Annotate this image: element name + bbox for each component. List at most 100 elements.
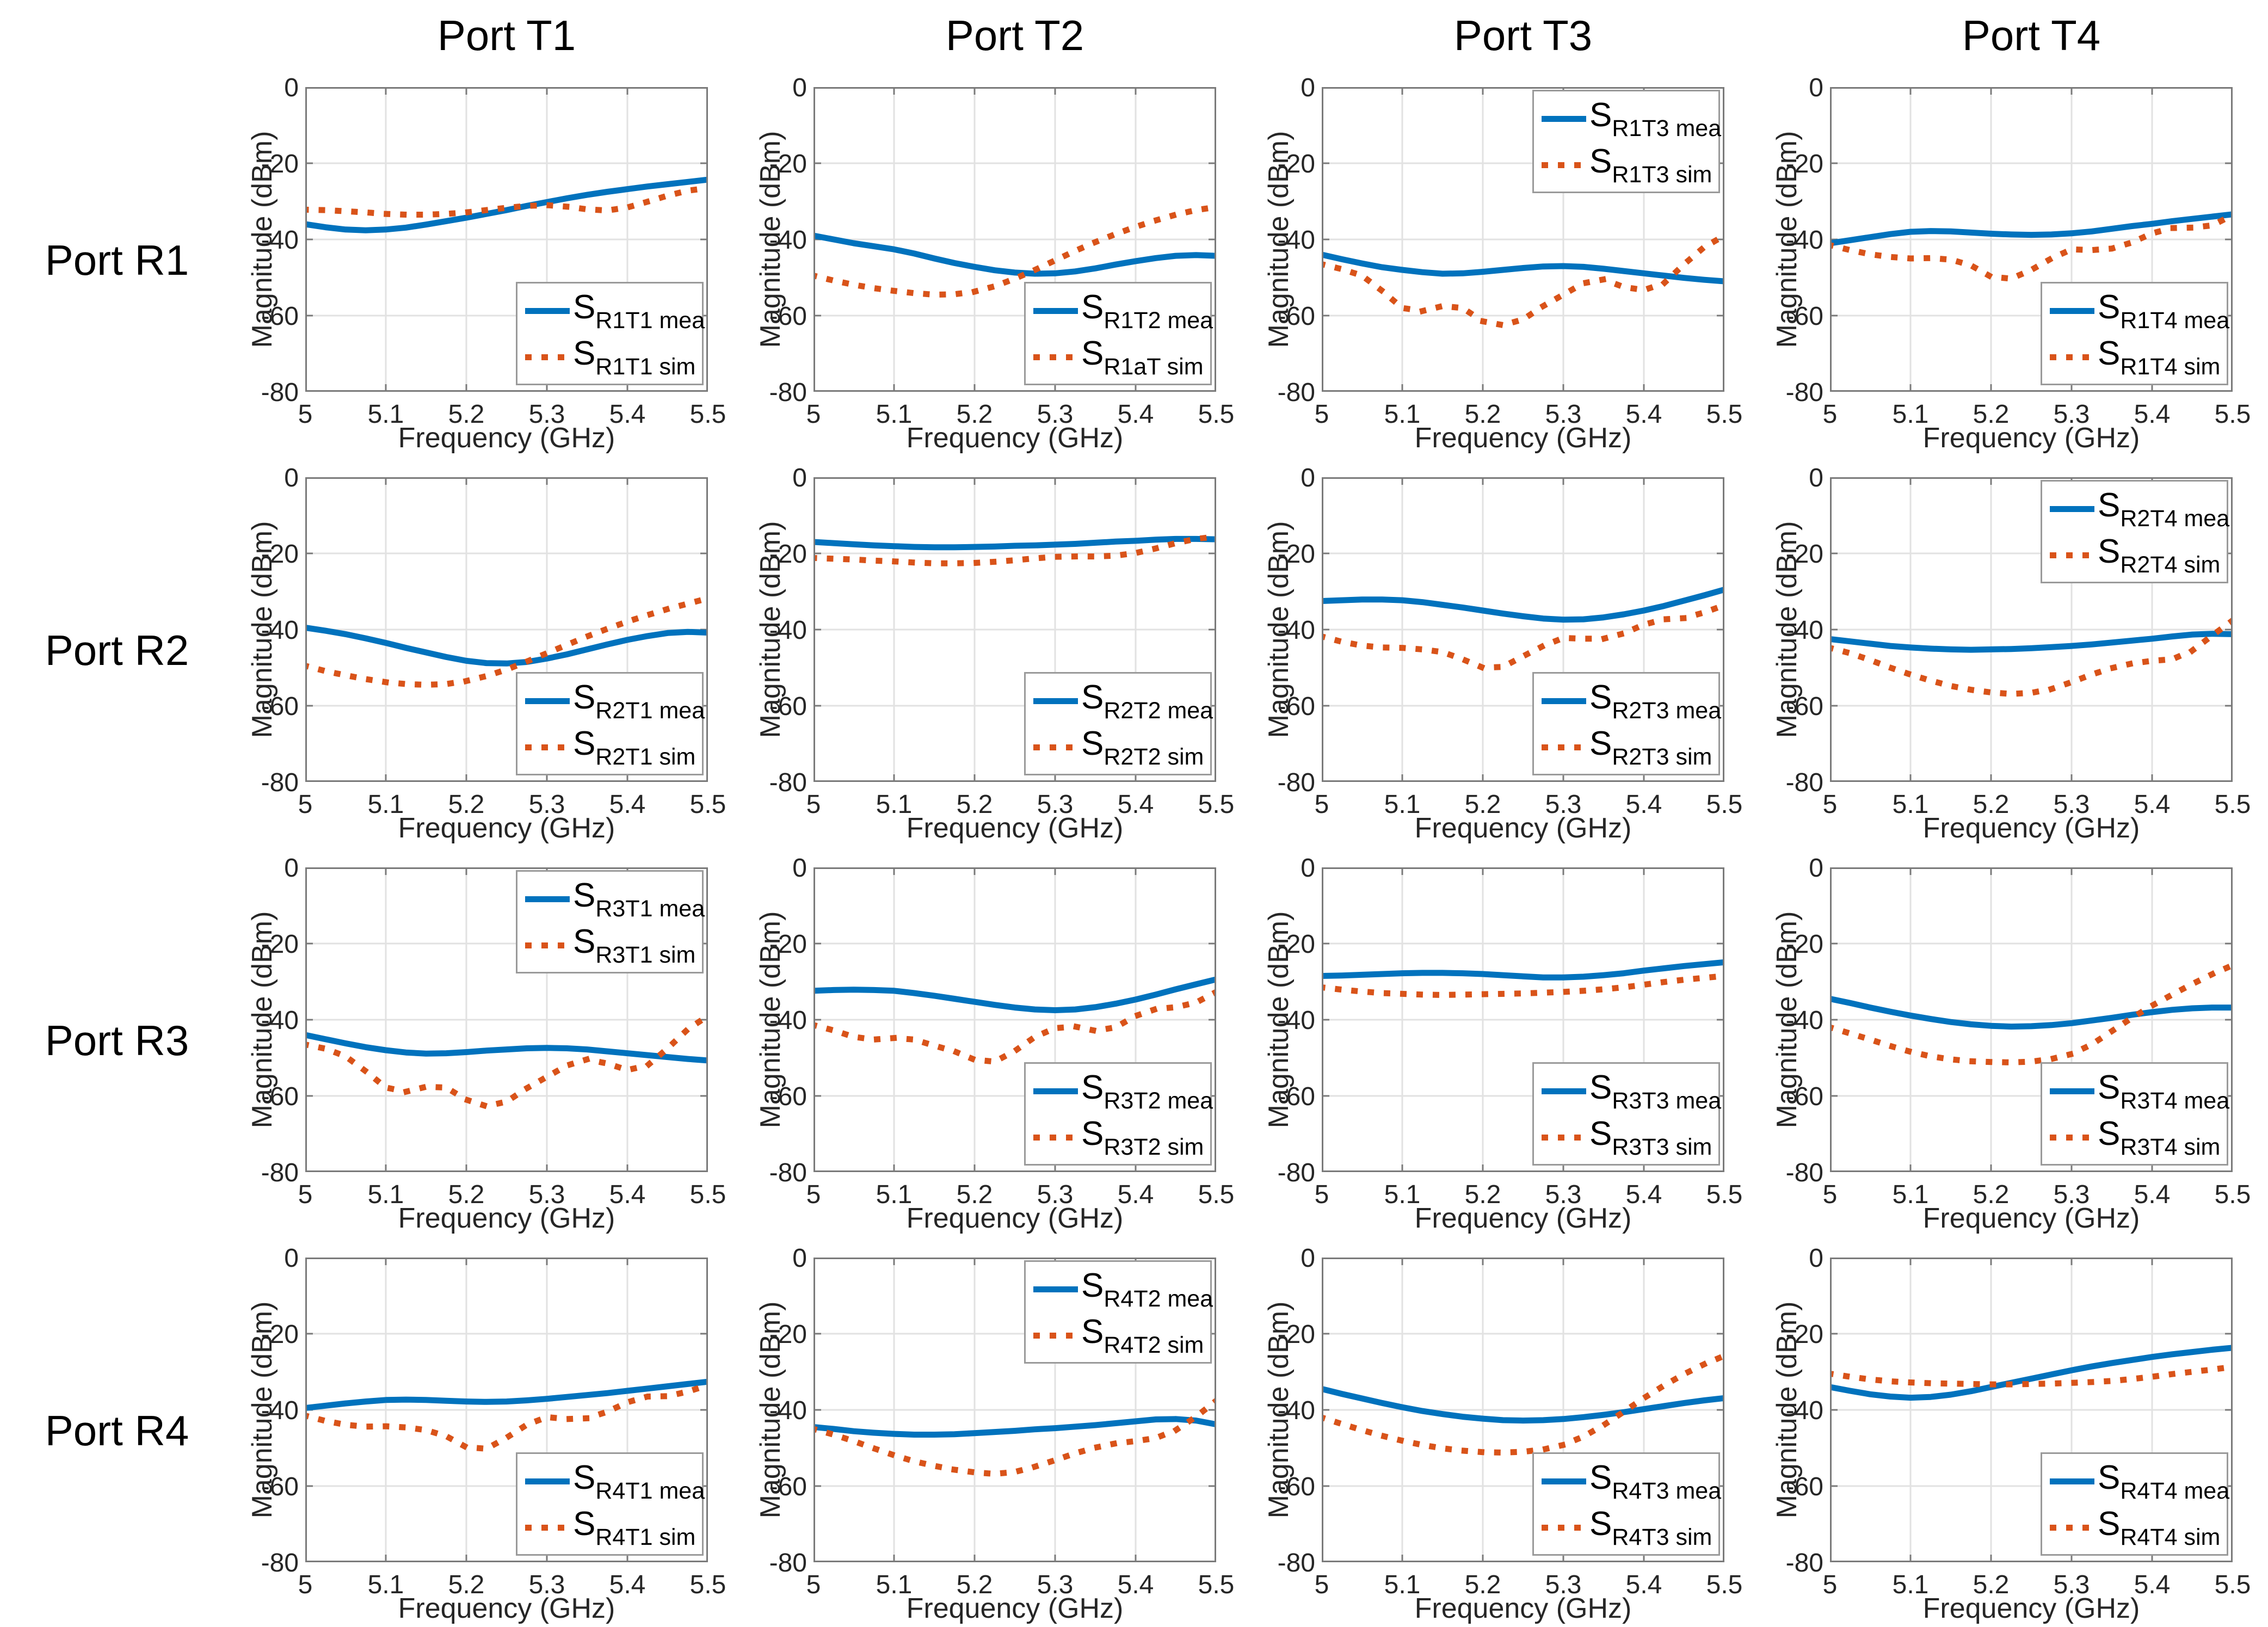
series-line-measured xyxy=(813,976,1216,1013)
legend-label-base: S xyxy=(573,679,596,716)
legend-label: SR4T3 sim xyxy=(1589,1505,1712,1551)
axes-box xyxy=(1830,867,2233,1172)
y-tick-label: -40 xyxy=(1277,1396,1315,1425)
series-line-simulated xyxy=(1830,617,2233,697)
series-line-simulated xyxy=(1322,602,1724,671)
legend-label-base: S xyxy=(1589,96,1612,134)
x-tick-label: 5 xyxy=(298,790,313,819)
series-line-measured xyxy=(1322,251,1724,285)
legend-entry: SR2T4 mea xyxy=(2050,486,2229,532)
y-tick-label: -20 xyxy=(261,150,299,178)
y-tick-label: -60 xyxy=(769,1472,807,1501)
y-tick-label: -80 xyxy=(1785,378,1823,407)
y-tick-label: 0 xyxy=(1809,1244,1823,1273)
y-tick-label: -60 xyxy=(769,692,807,721)
legend-label-base: S xyxy=(573,1505,596,1543)
x-tick-label: 5.1 xyxy=(367,790,404,819)
legend-label-base: S xyxy=(1589,1459,1612,1496)
x-tick-label: 5.4 xyxy=(609,1180,646,1209)
legend-label-base: S xyxy=(573,335,596,372)
legend-label-base: S xyxy=(1081,725,1104,762)
series-line-simulated xyxy=(813,1397,1216,1477)
axes-svg xyxy=(305,867,708,1172)
legend-label-base: S xyxy=(2098,1459,2121,1496)
x-tick-label: 5.3 xyxy=(1545,790,1582,819)
y-tick-label: -20 xyxy=(1785,150,1823,178)
legend-label: SR1T2 mea xyxy=(1081,288,1213,334)
legend-entry: SR4T3 mea xyxy=(1542,1458,1721,1505)
series-line-measured xyxy=(305,1032,708,1064)
subplot-R3T1: Magnitude (dBm) 0 -20 -40 -60 -80 5 5.1 5.2 5.3 5.… xyxy=(234,846,742,1236)
y-tick-label: -80 xyxy=(1277,1549,1315,1577)
x-axis-label: Frequency (GHz) xyxy=(906,422,1124,454)
x-tick-label: 5.4 xyxy=(1625,1570,1662,1599)
legend-label: SR1T3 sim xyxy=(1589,142,1712,188)
y-tick-label: -60 xyxy=(1785,1082,1823,1111)
axes-box xyxy=(1830,87,2233,392)
x-tick-label: 5.1 xyxy=(1892,790,1929,819)
subplot-R4T4: Magnitude (dBm) 0 -20 -40 -60 -80 5 5.1 5.2 5.3 5.… xyxy=(1759,1236,2267,1626)
x-axis-label: Frequency (GHz) xyxy=(1922,1593,2140,1624)
series-line-measured xyxy=(305,625,708,667)
legend-label-sub: R4T1 sim xyxy=(595,1524,696,1550)
legend-label: SR1T4 mea xyxy=(2098,288,2229,334)
x-tick-label: 5.4 xyxy=(1117,1180,1154,1209)
y-tick-label: -60 xyxy=(261,1472,299,1501)
y-tick-label: -20 xyxy=(1785,540,1823,569)
x-tick-label: 5.4 xyxy=(2134,400,2171,429)
y-tick-label: -80 xyxy=(769,768,807,797)
legend-label-base: S xyxy=(2098,533,2121,570)
row-label: Port R3 xyxy=(45,1016,189,1064)
legend-label-base: S xyxy=(1589,679,1612,716)
x-tick-label: 5.2 xyxy=(956,400,993,429)
legend-entry: SR1T3 sim xyxy=(1542,142,1712,188)
subplot-R2T4: Magnitude (dBm) 0 -20 -40 -60 -80 5 5.1 5.2 5.3 5.… xyxy=(1759,455,2267,846)
series-line-measured xyxy=(813,535,1216,551)
legend-label-base: S xyxy=(573,923,596,960)
series-line-measured xyxy=(1322,1386,1724,1424)
x-tick-label: 5.2 xyxy=(448,1570,485,1599)
y-tick-label: -80 xyxy=(261,768,299,797)
y-tick-label: -60 xyxy=(1277,1472,1315,1501)
y-tick-label: -40 xyxy=(1785,1396,1823,1425)
legend-label-sub: R2T2 mea xyxy=(1104,698,1213,724)
x-axis-label: Frequency (GHz) xyxy=(1414,422,1632,454)
legend-label-base: S xyxy=(1589,1069,1612,1106)
y-tick-label: -60 xyxy=(261,1082,299,1111)
legend-sample-dotted xyxy=(2050,552,2094,558)
y-tick-label: -60 xyxy=(769,302,807,331)
x-axis-label: Frequency (GHz) xyxy=(1414,812,1632,844)
y-tick-label: 0 xyxy=(284,464,299,492)
x-tick-label: 5.3 xyxy=(2053,1180,2090,1209)
y-tick-label: -80 xyxy=(1785,1549,1823,1577)
x-tick-label: 5.3 xyxy=(1545,400,1582,429)
y-tick-label: 0 xyxy=(1809,73,1823,102)
legend-label: SR2T1 mea xyxy=(573,678,705,724)
x-tick-label: 5.5 xyxy=(2214,1570,2251,1599)
series-line-simulated xyxy=(1830,962,2233,1065)
column-title: Port T3 xyxy=(1453,11,1593,59)
subplot-R4T1: Magnitude (dBm) 0 -20 -40 -60 -80 5 5.1 5.2 5.3 5.… xyxy=(234,1236,742,1626)
axes-box xyxy=(813,867,1216,1172)
x-tick-label: 5.1 xyxy=(1892,1180,1929,1209)
legend-label-sub: R2T3 sim xyxy=(1612,744,1712,770)
x-tick-label: 5.4 xyxy=(2134,1180,2171,1209)
legend-entry: SR1T3 mea xyxy=(1542,96,1721,142)
x-tick-label: 5 xyxy=(806,1570,821,1599)
legend-entry: SR2T1 sim xyxy=(525,724,695,771)
series-line-measured xyxy=(305,1378,708,1411)
x-tick-label: 5.3 xyxy=(528,790,565,819)
legend-sample-dotted xyxy=(2050,1135,2094,1141)
axes-box xyxy=(1830,1258,2233,1562)
legend-entry: SR4T1 sim xyxy=(525,1505,696,1551)
x-tick-label: 5.1 xyxy=(1892,400,1929,429)
axes-box xyxy=(813,87,1216,392)
y-tick-label: 0 xyxy=(1809,854,1823,883)
subplot-R3T3: Magnitude (dBm) 0 -20 -40 -60 -80 5 5.1 5.2 5.3 5.… xyxy=(1250,846,1759,1236)
y-tick-label: -40 xyxy=(1785,1006,1823,1035)
legend-label: SR2T3 sim xyxy=(1589,724,1712,771)
legend-sample-solid xyxy=(1542,698,1586,704)
series-line-measured xyxy=(305,176,708,233)
x-tick-label: 5.2 xyxy=(448,400,485,429)
axes-svg xyxy=(305,87,708,392)
